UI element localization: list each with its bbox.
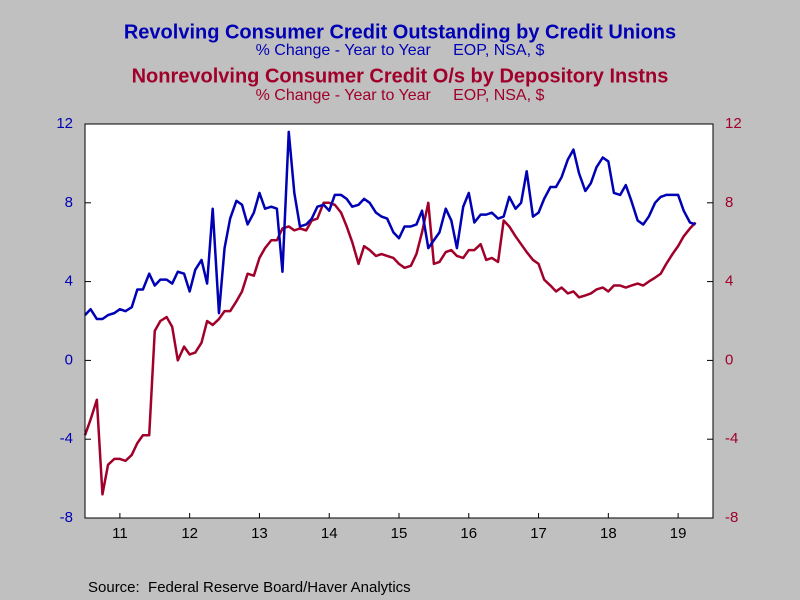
y2-tick-label: -8: [725, 509, 738, 526]
series-line: [83, 201, 697, 496]
x-tick-label: 18: [600, 525, 617, 542]
x-tick-label: 17: [530, 525, 547, 542]
y-tick-label: 12: [56, 115, 73, 132]
y-tick-label: -4: [60, 430, 73, 447]
plot-frame: [84, 123, 714, 519]
x-tick-label: 19: [670, 525, 687, 542]
series-line: [84, 130, 696, 321]
content: [83, 123, 713, 519]
y2-tick-label: 12: [725, 115, 742, 132]
y-tick-label: -8: [60, 509, 73, 526]
series-title: Nonrevolving Consumer Credit O/s by Depo…: [132, 65, 669, 87]
y2-tick-label: 0: [725, 351, 733, 368]
x-tick-label: 12: [181, 525, 198, 542]
y2-tick-label: 8: [725, 194, 733, 211]
x-tick-label: 16: [460, 525, 477, 542]
series-subtitle: % Change - Year to Year EOP, NSA, $: [256, 42, 545, 59]
series-subtitle: % Change - Year to Year EOP, NSA, $: [256, 87, 545, 104]
x-tick-label: 11: [112, 525, 128, 542]
y-tick-label: 0: [65, 351, 73, 368]
y-tick-label: 4: [65, 273, 73, 290]
x-tick-label: 13: [251, 525, 268, 542]
y-tick-label: 8: [65, 194, 73, 211]
y2-tick-label: 4: [725, 273, 733, 290]
x-tick-label: 15: [391, 525, 408, 542]
source: Source: Federal Reserve Board/Haver Anal…: [88, 579, 411, 596]
plot-area: [85, 124, 713, 518]
x-tick-label: 14: [321, 525, 338, 542]
series-title: Revolving Consumer Credit Outstanding by…: [124, 21, 676, 43]
y2-tick-label: -4: [725, 430, 738, 447]
